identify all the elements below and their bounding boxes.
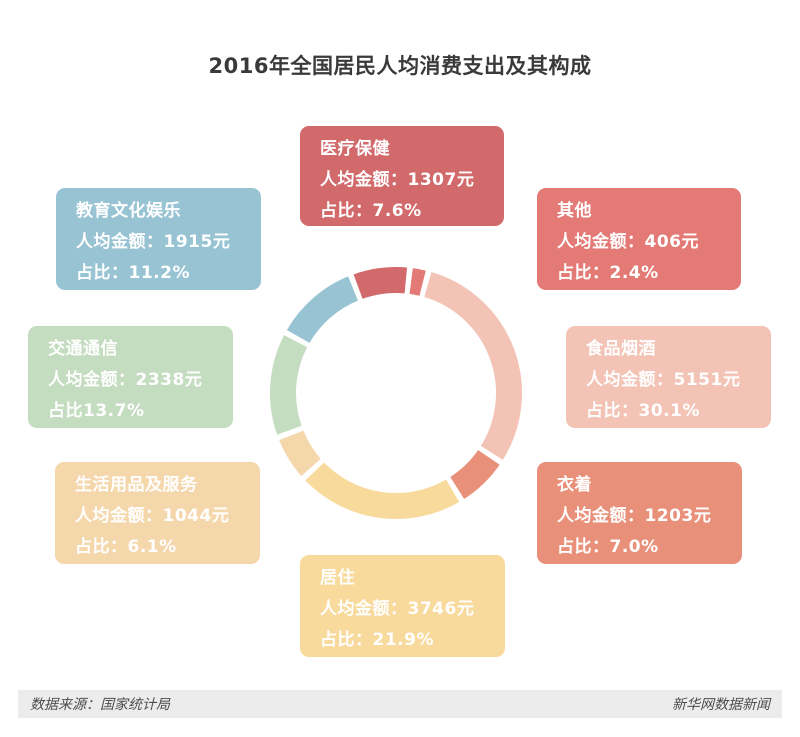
card-goods-share: 占比：6.1% <box>75 537 177 557</box>
slice-food <box>421 269 524 463</box>
slice-education <box>284 273 361 346</box>
slice-medical <box>350 265 410 302</box>
footer-bar: 数据来源：国家统计局 新华网数据新闻 <box>18 690 782 718</box>
card-transport-amount: 人均金额：2338元 <box>48 370 203 390</box>
card-other-name: 其他 <box>557 201 592 221</box>
data-source: 数据来源：国家统计局 <box>30 697 170 713</box>
slice-goods <box>276 427 324 479</box>
card-education-amount: 人均金额：1915元 <box>76 232 231 252</box>
slice-housing <box>302 459 462 521</box>
card-medical-amount: 人均金额：1307元 <box>320 170 475 190</box>
card-medical-share: 占比：7.6% <box>320 201 422 221</box>
card-transport-name: 交通通信 <box>48 339 118 359</box>
card-other-amount: 人均金额：406元 <box>557 232 699 252</box>
card-transport: 交通通信 人均金额：2338元 占比13.7% <box>28 326 233 428</box>
chart-title: 2016年全国居民人均消费支出及其构成 <box>208 54 592 78</box>
card-housing: 居住 人均金额：3746元 占比：21.9% <box>300 555 505 657</box>
slice-clothing <box>447 447 503 502</box>
card-goods-amount: 人均金额：1044元 <box>75 506 230 526</box>
slice-other <box>407 265 429 299</box>
card-food-name: 食品烟酒 <box>586 339 656 359</box>
card-housing-share: 占比：21.9% <box>320 630 434 650</box>
card-other: 其他 人均金额：406元 占比：2.4% <box>537 188 741 290</box>
card-other-share: 占比：2.4% <box>557 263 659 283</box>
card-clothing-share: 占比：7.0% <box>557 537 659 557</box>
card-education-share: 占比：11.2% <box>76 263 190 283</box>
card-goods: 生活用品及服务 人均金额：1044元 占比：6.1% <box>55 462 260 564</box>
card-medical-name: 医疗保健 <box>320 139 390 159</box>
card-medical: 医疗保健 人均金额：1307元 占比：7.6% <box>300 126 504 226</box>
card-education: 教育文化娱乐 人均金额：1915元 占比：11.2% <box>56 188 261 290</box>
card-transport-share: 占比13.7% <box>48 401 145 421</box>
card-clothing: 衣着 人均金额：1203元 占比：7.0% <box>537 462 742 564</box>
card-food: 食品烟酒 人均金额：5151元 占比：30.1% <box>566 326 771 428</box>
card-goods-name: 生活用品及服务 <box>75 475 198 495</box>
publisher: 新华网数据新闻 <box>672 697 770 713</box>
slice-transport <box>268 332 310 438</box>
card-housing-amount: 人均金额：3746元 <box>320 599 475 619</box>
card-food-share: 占比：30.1% <box>586 401 700 421</box>
card-housing-name: 居住 <box>320 568 355 588</box>
card-clothing-amount: 人均金额：1203元 <box>557 506 712 526</box>
card-food-amount: 人均金额：5151元 <box>586 370 741 390</box>
card-education-name: 教育文化娱乐 <box>76 201 181 221</box>
card-clothing-name: 衣着 <box>557 475 592 495</box>
